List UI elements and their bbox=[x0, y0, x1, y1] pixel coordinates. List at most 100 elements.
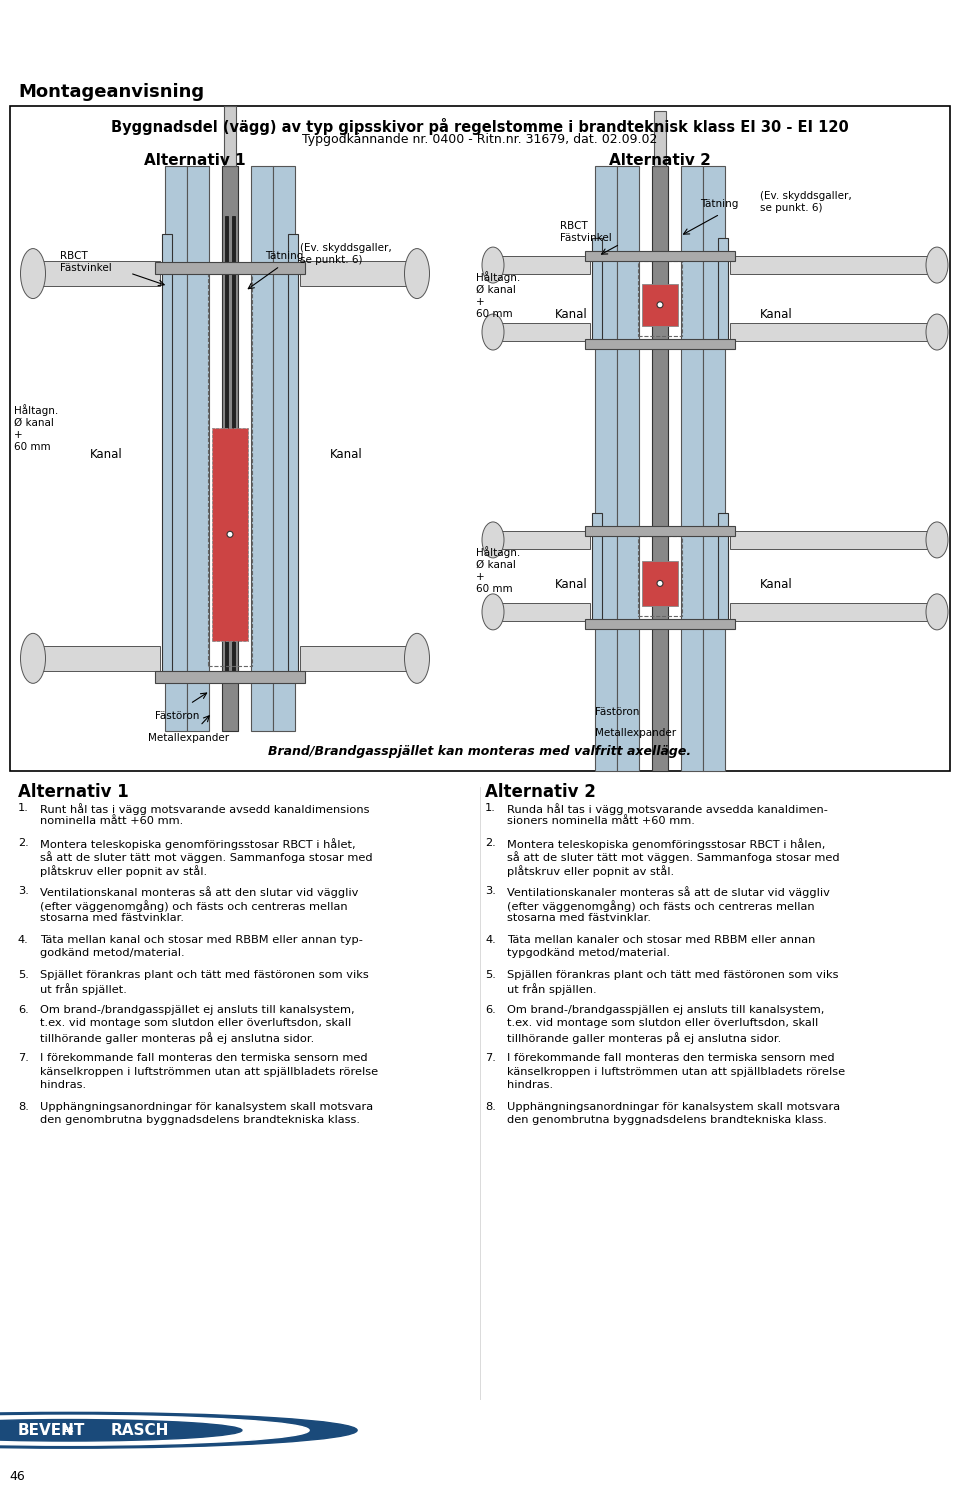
Bar bbox=[638, 261, 682, 336]
Bar bbox=[187, 166, 209, 730]
Text: 1.: 1. bbox=[485, 803, 496, 812]
Text: BR: BR bbox=[63, 1427, 75, 1433]
Ellipse shape bbox=[926, 594, 948, 630]
Text: (efter väggenomgång) och fästs och centreras mellan: (efter väggenomgång) och fästs och centr… bbox=[507, 900, 815, 912]
Bar bbox=[638, 536, 682, 617]
Text: 60 mm: 60 mm bbox=[476, 584, 513, 594]
Text: 8.: 8. bbox=[18, 1102, 29, 1112]
Text: Montageanvisning: Montageanvisning bbox=[18, 84, 204, 102]
Circle shape bbox=[0, 1415, 309, 1445]
Text: Metallexpander: Metallexpander bbox=[148, 733, 229, 744]
Text: Fästvinkel: Fästvinkel bbox=[560, 233, 612, 243]
Text: RASCH: RASCH bbox=[110, 1423, 169, 1438]
Circle shape bbox=[657, 581, 663, 587]
Text: Håltagn.: Håltagn. bbox=[14, 405, 59, 417]
Text: plåtskruv eller popnit av stål.: plåtskruv eller popnit av stål. bbox=[40, 864, 207, 876]
Text: Alternativ 2: Alternativ 2 bbox=[485, 782, 596, 800]
Text: Kanal: Kanal bbox=[760, 308, 793, 321]
Text: Typgodkännande nr. 0400 - Ritn.nr. 31679, dat. 02.09.02: Typgodkännande nr. 0400 - Ritn.nr. 31679… bbox=[302, 133, 658, 146]
Bar bbox=[232, 216, 235, 681]
Text: 3.: 3. bbox=[485, 887, 496, 896]
Text: Ø kanal: Ø kanal bbox=[14, 418, 54, 428]
Text: se punkt. 6): se punkt. 6) bbox=[300, 255, 363, 266]
Text: BEVENT: BEVENT bbox=[17, 1423, 84, 1438]
Text: godkänd metod/material.: godkänd metod/material. bbox=[40, 948, 184, 959]
Bar bbox=[490, 322, 590, 340]
Ellipse shape bbox=[20, 248, 45, 299]
Text: tillhörande galler monteras på ej anslutna sidor.: tillhörande galler monteras på ej anslut… bbox=[40, 1032, 314, 1044]
Text: så att de sluter tätt mot väggen. Sammanfoga stosar med: så att de sluter tätt mot väggen. Samman… bbox=[507, 851, 840, 863]
Text: stosarna med fästvinklar.: stosarna med fästvinklar. bbox=[507, 914, 651, 923]
Text: Tätning: Tätning bbox=[265, 251, 303, 261]
Text: Håltagn.: Håltagn. bbox=[476, 272, 520, 284]
Circle shape bbox=[657, 302, 663, 308]
Text: Om brand-/brandgasspjället ej ansluts till kanalsystem,: Om brand-/brandgasspjället ej ansluts ti… bbox=[40, 1005, 354, 1015]
Bar bbox=[225, 216, 228, 681]
Text: 5.: 5. bbox=[18, 969, 29, 979]
Bar bbox=[212, 428, 248, 640]
Text: 8.: 8. bbox=[485, 1102, 496, 1112]
Bar bbox=[595, 166, 617, 770]
Text: Alternativ 1: Alternativ 1 bbox=[18, 782, 129, 800]
Text: Runt hål tas i vägg motsvarande avsedd kanaldimensions: Runt hål tas i vägg motsvarande avsedd k… bbox=[40, 803, 370, 815]
Text: 7.: 7. bbox=[18, 1053, 29, 1063]
Bar bbox=[730, 322, 940, 340]
Text: 4.: 4. bbox=[18, 935, 29, 945]
Text: Kanal: Kanal bbox=[555, 578, 588, 591]
Text: I förekommande fall monteras den termiska sensorn med: I förekommande fall monteras den termisk… bbox=[507, 1053, 834, 1063]
Text: Brand/Brandgasspjället kan monteras med valfritt axelläge.: Brand/Brandgasspjället kan monteras med … bbox=[269, 745, 691, 758]
Text: 5.: 5. bbox=[485, 969, 496, 979]
Text: typgodkänd metod/material.: typgodkänd metod/material. bbox=[507, 948, 670, 959]
Text: Ø kanal: Ø kanal bbox=[476, 285, 516, 296]
Text: Fästvinkel: Fästvinkel bbox=[60, 263, 111, 273]
Text: hindras.: hindras. bbox=[507, 1079, 553, 1090]
Text: 08-54 55 12 70: 08-54 55 12 70 bbox=[782, 1426, 868, 1435]
Bar bbox=[592, 237, 602, 346]
Ellipse shape bbox=[482, 246, 504, 284]
Bar bbox=[300, 261, 420, 287]
Text: RBCT: RBCT bbox=[560, 221, 588, 231]
Bar bbox=[300, 646, 420, 670]
Text: 6.: 6. bbox=[18, 1005, 29, 1015]
Text: Fästöron: Fästöron bbox=[595, 706, 639, 717]
Text: Håltagn.: Håltagn. bbox=[476, 546, 520, 558]
Bar bbox=[585, 526, 735, 536]
Text: Alternativ 1: Alternativ 1 bbox=[144, 154, 246, 169]
Text: tillhörande galler monteras på ej anslutna sidor.: tillhörande galler monteras på ej anslut… bbox=[507, 1032, 781, 1044]
Bar bbox=[490, 257, 590, 275]
Bar bbox=[654, 110, 666, 166]
Text: Runda hål tas i vägg motsvarande avsedda kanaldimen-: Runda hål tas i vägg motsvarande avsedda… bbox=[507, 803, 828, 815]
Text: RBCT: RBCT bbox=[60, 251, 87, 261]
Bar bbox=[642, 561, 678, 606]
Text: se punkt. 6): se punkt. 6) bbox=[760, 203, 823, 213]
Text: Kanal: Kanal bbox=[90, 448, 123, 461]
Text: 033-23 67 80: 033-23 67 80 bbox=[552, 1426, 626, 1435]
Text: (Ev. skyddsgaller,: (Ev. skyddsgaller, bbox=[300, 243, 392, 254]
Text: Täta mellan kanal och stosar med RBBM eller annan typ-: Täta mellan kanal och stosar med RBBM el… bbox=[40, 935, 363, 945]
Ellipse shape bbox=[20, 633, 45, 684]
Bar bbox=[681, 166, 703, 770]
Text: känselkroppen i luftströmmen utan att spjällbladets rörelse: känselkroppen i luftströmmen utan att sp… bbox=[507, 1066, 845, 1076]
Text: Kanal: Kanal bbox=[760, 578, 793, 591]
Ellipse shape bbox=[404, 633, 429, 684]
Text: Brand-/Brandgasspjäll BSKC1: Brand-/Brandgasspjäll BSKC1 bbox=[17, 19, 453, 46]
Text: 6.: 6. bbox=[485, 1005, 495, 1015]
Circle shape bbox=[227, 532, 233, 537]
Text: Alternativ 2: Alternativ 2 bbox=[609, 154, 711, 169]
Text: nominella mått +60 mm.: nominella mått +60 mm. bbox=[40, 817, 183, 826]
Ellipse shape bbox=[404, 248, 429, 299]
Text: den genombrutna byggnadsdelens brandtekniska klass.: den genombrutna byggnadsdelens brandtekn… bbox=[40, 1115, 360, 1126]
Text: Tätning: Tätning bbox=[700, 199, 738, 209]
Text: Metallexpander: Metallexpander bbox=[595, 727, 676, 738]
Text: Kanal: Kanal bbox=[555, 308, 588, 321]
Text: 2.: 2. bbox=[18, 838, 29, 848]
Text: Byggnadsdel (vägg) av typ gipsskivor på regelstomme i brandteknisk klass EI 30 -: Byggnadsdel (vägg) av typ gipsskivor på … bbox=[111, 118, 849, 136]
Text: känselkroppen i luftströmmen utan att spjällbladets rörelse: känselkroppen i luftströmmen utan att sp… bbox=[40, 1066, 378, 1076]
Text: 4.: 4. bbox=[485, 935, 495, 945]
Bar bbox=[642, 284, 678, 325]
Text: plåtskruv eller popnit av stål.: plåtskruv eller popnit av stål. bbox=[507, 864, 674, 876]
Text: t.ex. vid montage som slutdon eller överluftsdon, skall: t.ex. vid montage som slutdon eller över… bbox=[40, 1018, 351, 1029]
Ellipse shape bbox=[482, 314, 504, 349]
Bar bbox=[585, 251, 735, 261]
Bar bbox=[30, 261, 160, 287]
